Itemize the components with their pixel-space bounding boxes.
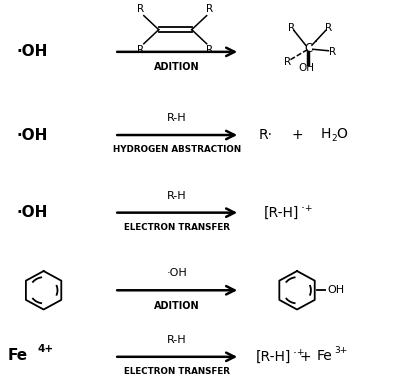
Text: +: + (296, 348, 303, 357)
Text: +: + (304, 204, 311, 213)
Text: ·OH: ·OH (16, 128, 48, 142)
Text: OH: OH (299, 64, 315, 74)
Text: R: R (137, 4, 144, 14)
Text: 4+: 4+ (38, 344, 54, 354)
Text: ·: · (300, 202, 304, 215)
Text: HYDROGEN ABSTRACTION: HYDROGEN ABSTRACTION (113, 146, 241, 154)
Text: ·OH: ·OH (16, 205, 48, 220)
Text: ADITION: ADITION (154, 301, 200, 311)
Text: ELECTRON TRANSFER: ELECTRON TRANSFER (124, 367, 230, 376)
Text: R-H: R-H (167, 113, 187, 123)
Text: ·: · (293, 347, 297, 360)
Text: Fe: Fe (8, 348, 28, 363)
Text: R: R (284, 57, 291, 67)
Text: O: O (336, 127, 347, 141)
Text: R: R (206, 45, 213, 55)
Text: OH: OH (327, 285, 344, 295)
Text: [R-H]: [R-H] (264, 206, 299, 220)
Text: R·: R· (258, 128, 272, 142)
Text: +: + (291, 128, 303, 142)
Text: ·OH: ·OH (167, 269, 188, 279)
Text: [R-H]: [R-H] (256, 350, 291, 364)
Text: ADITION: ADITION (154, 62, 200, 72)
Text: R: R (325, 23, 332, 33)
Text: ·OH: ·OH (16, 44, 48, 59)
Text: R: R (288, 23, 295, 33)
Text: H: H (321, 127, 331, 141)
Text: 2: 2 (331, 134, 337, 143)
Text: Fe: Fe (317, 349, 332, 363)
Text: ·: · (314, 35, 318, 48)
Text: ELECTRON TRANSFER: ELECTRON TRANSFER (124, 223, 230, 232)
Text: R-H: R-H (167, 335, 187, 345)
Text: +: + (299, 350, 311, 364)
Text: R-H: R-H (167, 191, 187, 201)
Text: C: C (305, 42, 313, 54)
Text: 3+: 3+ (334, 346, 348, 355)
Text: R: R (206, 4, 213, 14)
Text: R: R (137, 45, 144, 55)
Text: R: R (329, 47, 336, 57)
